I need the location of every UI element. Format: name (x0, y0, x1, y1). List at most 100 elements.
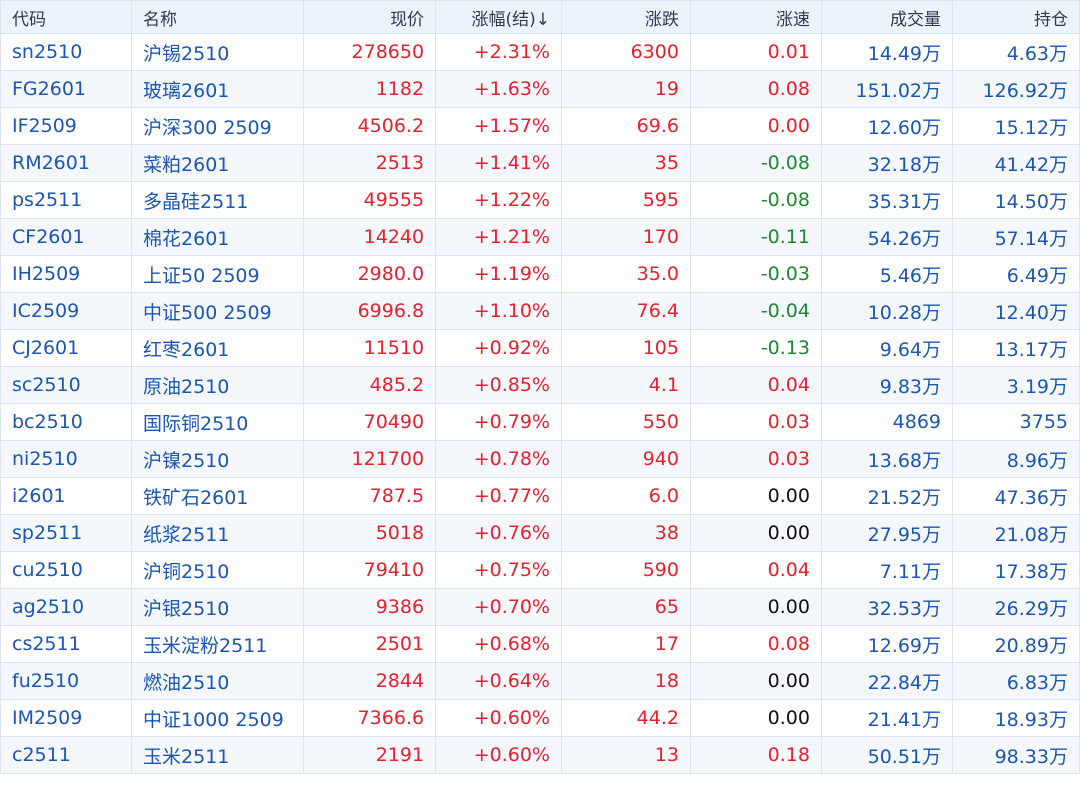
table-row[interactable]: c2511 玉米2511 2191 +0.60% 13 0.18 50.51万 98.33万 (0, 736, 1080, 774)
table-row[interactable]: fu2510 燃油2510 2844 +0.64% 18 0.00 22.84万 6.83万 (0, 662, 1080, 700)
contract-name-cell[interactable]: 玉米2511 (131, 736, 305, 774)
column-header-name[interactable]: 名称 (131, 0, 305, 34)
contract-name-cell[interactable]: 燃油2510 (131, 662, 305, 700)
contract-name-cell[interactable]: 中证1000 2509 (131, 699, 305, 737)
table-row[interactable]: IF2509 沪深300 2509 4506.2 +1.57% 69.6 0.00 12.6… (0, 107, 1080, 145)
contract-name-cell[interactable]: 玉米淀粉2511 (131, 625, 305, 663)
price-cell: 2501 (303, 625, 437, 663)
contract-name-cell[interactable]: 沪镍2510 (131, 440, 305, 478)
table-row[interactable]: sp2511 纸浆2511 5018 +0.76% 38 0.00 27.95万 21.08万 (0, 514, 1080, 552)
header-row: 代码 名称 现价 涨幅(结)↓ 涨跌 涨速 成交量 持仓 (0, 0, 1080, 34)
table-row[interactable]: ag2510 沪银2510 9386 +0.70% 65 0.00 32.53万 26.29万 (0, 588, 1080, 626)
contract-code-cell[interactable]: CF2601 (0, 218, 133, 256)
pct-change-cell: +0.77% (435, 477, 562, 515)
contract-name-cell[interactable]: 铁矿石2601 (131, 477, 305, 515)
speed-cell: 0.18 (689, 736, 822, 774)
contract-code-cell[interactable]: ni2510 (0, 440, 133, 478)
contract-name-cell[interactable]: 沪铜2510 (131, 551, 305, 589)
price-cell: 9386 (303, 588, 437, 626)
table-row[interactable]: CJ2601 红枣2601 11510 +0.92% 105 -0.13 9.64万 13.1… (0, 329, 1080, 367)
contract-name-cell[interactable]: 中证500 2509 (131, 292, 305, 330)
contract-code-cell[interactable]: cu2510 (0, 551, 133, 589)
table-row[interactable]: FG2601 玻璃2601 1182 +1.63% 19 0.08 151.02万 126.9… (0, 70, 1080, 108)
open-interest-cell: 6.49万 (952, 255, 1080, 293)
table-row[interactable]: IC2509 中证500 2509 6996.8 +1.10% 76.4 -0.04 10.… (0, 292, 1080, 330)
table-row[interactable]: IH2509 上证50 2509 2980.0 +1.19% 35.0 -0.03 5.46… (0, 255, 1080, 293)
open-interest-cell: 4.63万 (952, 33, 1080, 71)
contract-name-cell[interactable]: 沪锡2510 (131, 33, 305, 71)
contract-code-cell[interactable]: i2601 (0, 477, 133, 515)
table-row[interactable]: cu2510 沪铜2510 79410 +0.75% 590 0.04 7.11万 17.38… (0, 551, 1080, 589)
column-header-open-interest[interactable]: 持仓 (952, 0, 1080, 34)
change-cell: 35.0 (560, 255, 691, 293)
contract-code-cell[interactable]: cs2511 (0, 625, 133, 663)
contract-code-cell[interactable]: c2511 (0, 736, 133, 774)
contract-code-cell[interactable]: ag2510 (0, 588, 133, 626)
speed-cell: -0.08 (689, 181, 822, 219)
table-row[interactable]: ni2510 沪镍2510 121700 +0.78% 940 0.03 13.68万 8.9… (0, 440, 1080, 478)
contract-code-cell[interactable]: sp2511 (0, 514, 133, 552)
contract-code-cell[interactable]: IH2509 (0, 255, 133, 293)
column-header-speed[interactable]: 涨速 (689, 0, 822, 34)
contract-name-cell[interactable]: 多晶硅2511 (131, 181, 305, 219)
open-interest-cell: 98.33万 (952, 736, 1080, 774)
table-row[interactable]: sc2510 原油2510 485.2 +0.85% 4.1 0.04 9.83万 3.19万 (0, 366, 1080, 404)
contract-name-cell[interactable]: 国际铜2510 (131, 403, 305, 441)
volume-cell: 12.69万 (820, 625, 954, 663)
column-header-change[interactable]: 涨跌 (560, 0, 691, 34)
column-header-code[interactable]: 代码 (0, 0, 133, 34)
volume-cell: 50.51万 (820, 736, 954, 774)
contract-name-cell[interactable]: 玻璃2601 (131, 70, 305, 108)
change-cell: 595 (560, 181, 691, 219)
table-row[interactable]: i2601 铁矿石2601 787.5 +0.77% 6.0 0.00 21.52万 47.3… (0, 477, 1080, 515)
contract-code-cell[interactable]: sc2510 (0, 366, 133, 404)
pct-change-cell: +1.63% (435, 70, 562, 108)
table-row[interactable]: IM2509 中证1000 2509 7366.6 +0.60% 44.2 0.00 21.… (0, 699, 1080, 737)
table-row[interactable]: RM2601 菜粕2601 2513 +1.41% 35 -0.08 32.18万 41.42… (0, 144, 1080, 182)
change-cell: 940 (560, 440, 691, 478)
open-interest-cell: 18.93万 (952, 699, 1080, 737)
open-interest-cell: 14.50万 (952, 181, 1080, 219)
column-header-price[interactable]: 现价 (303, 0, 437, 34)
contract-name-cell[interactable]: 红枣2601 (131, 329, 305, 367)
table-row[interactable]: cs2511 玉米淀粉2511 2501 +0.68% 17 0.08 12.69万 20.8… (0, 625, 1080, 663)
table-row[interactable]: ps2511 多晶硅2511 49555 +1.22% 595 -0.08 35.31万 14… (0, 181, 1080, 219)
price-cell: 2844 (303, 662, 437, 700)
contract-name-cell[interactable]: 纸浆2511 (131, 514, 305, 552)
speed-cell: -0.11 (689, 218, 822, 256)
contract-code-cell[interactable]: sn2510 (0, 33, 133, 71)
contract-name-cell[interactable]: 沪深300 2509 (131, 107, 305, 145)
contract-code-cell[interactable]: CJ2601 (0, 329, 133, 367)
volume-cell: 12.60万 (820, 107, 954, 145)
contract-code-cell[interactable]: IC2509 (0, 292, 133, 330)
contract-code-cell[interactable]: ps2511 (0, 181, 133, 219)
change-cell: 105 (560, 329, 691, 367)
table-row[interactable]: bc2510 国际铜2510 70490 +0.79% 550 0.03 4869 3755 (0, 403, 1080, 441)
price-cell: 11510 (303, 329, 437, 367)
table-row[interactable]: CF2601 棉花2601 14240 +1.21% 170 -0.11 54.26万 57.… (0, 218, 1080, 256)
contract-code-cell[interactable]: bc2510 (0, 403, 133, 441)
contract-name-cell[interactable]: 菜粕2601 (131, 144, 305, 182)
contract-name-cell[interactable]: 棉花2601 (131, 218, 305, 256)
open-interest-cell: 13.17万 (952, 329, 1080, 367)
change-cell: 170 (560, 218, 691, 256)
change-cell: 38 (560, 514, 691, 552)
table-row[interactable]: sn2510 沪锡2510 278650 +2.31% 6300 0.01 14.49万 4.… (0, 33, 1080, 71)
contract-code-cell[interactable]: RM2601 (0, 144, 133, 182)
contract-name-cell[interactable]: 上证50 2509 (131, 255, 305, 293)
contract-code-cell[interactable]: fu2510 (0, 662, 133, 700)
volume-cell: 14.49万 (820, 33, 954, 71)
contract-name-cell[interactable]: 沪银2510 (131, 588, 305, 626)
contract-code-cell[interactable]: FG2601 (0, 70, 133, 108)
column-header-pct-change[interactable]: 涨幅(结)↓ (435, 0, 562, 34)
contract-code-cell[interactable]: IF2509 (0, 107, 133, 145)
contract-code-cell[interactable]: IM2509 (0, 699, 133, 737)
contract-name-cell[interactable]: 原油2510 (131, 366, 305, 404)
column-header-volume[interactable]: 成交量 (820, 0, 954, 34)
price-cell: 70490 (303, 403, 437, 441)
pct-change-cell: +0.64% (435, 662, 562, 700)
speed-cell: 0.00 (689, 699, 822, 737)
table-body: sn2510 沪锡2510 278650 +2.31% 6300 0.01 14.49万 4.… (0, 33, 1080, 774)
speed-cell: 0.04 (689, 551, 822, 589)
